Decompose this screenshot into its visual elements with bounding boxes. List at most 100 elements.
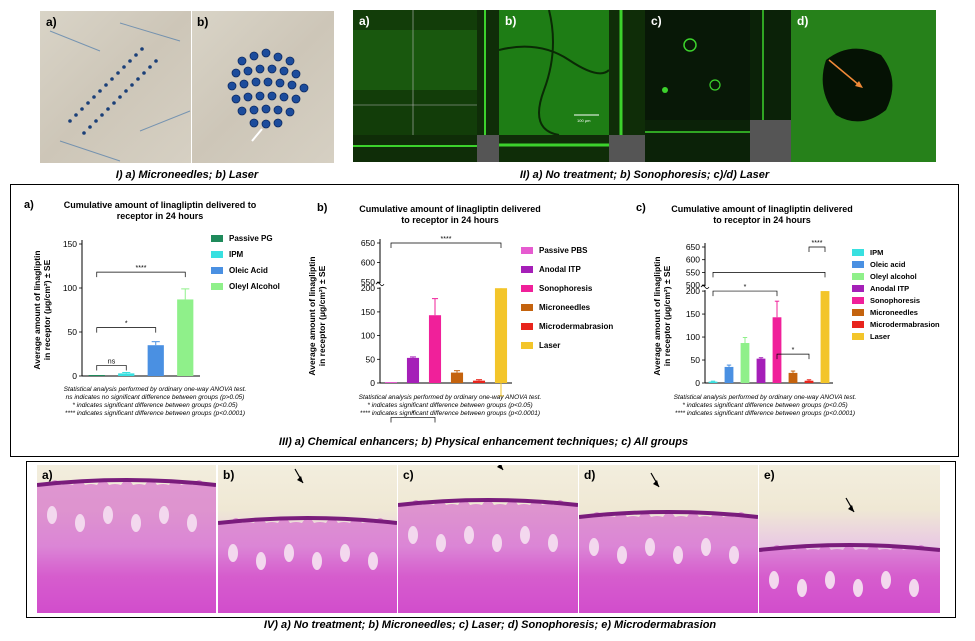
dermal-papilla bbox=[769, 571, 779, 589]
stat-line: Statistical analysis performed by ordina… bbox=[63, 386, 247, 393]
stat-line: **** indicates significant difference be… bbox=[359, 410, 541, 417]
laser-pore-graphic bbox=[227, 48, 309, 142]
legend-swatch bbox=[852, 272, 864, 280]
legend-item: Sonophoresis bbox=[852, 294, 940, 306]
legend-label: Microdermabrasion bbox=[870, 319, 940, 329]
stat-line: * indicates significant difference betwe… bbox=[367, 402, 533, 409]
legend-label: Laser bbox=[539, 340, 561, 350]
bar-anodal-itp bbox=[406, 357, 420, 383]
dermal-papilla bbox=[701, 538, 711, 556]
bar-anodal-itp bbox=[756, 358, 766, 383]
panel-IV-label-1: a) bbox=[42, 468, 53, 482]
histology-graphic bbox=[759, 497, 940, 613]
significance-bracket bbox=[96, 327, 157, 333]
legend-item: Oleyl Alcohol bbox=[211, 280, 280, 292]
epidermis-layer bbox=[398, 498, 578, 507]
axis-break-mark bbox=[375, 282, 385, 287]
chart-a-legend: Passive PG IPM Oleic Acid Oleyl Alcohol bbox=[211, 232, 280, 296]
epidermis-layer bbox=[218, 516, 397, 525]
dermal-papilla bbox=[645, 538, 655, 556]
bar-passive-pbs bbox=[384, 382, 398, 383]
y-tick-label: 600 bbox=[686, 255, 700, 265]
panel-IV-label-4: d) bbox=[584, 468, 596, 482]
epidermis-layer bbox=[759, 543, 940, 552]
legend-swatch bbox=[521, 265, 533, 273]
tissue-layer bbox=[579, 512, 758, 613]
y-tick-label: 550 bbox=[361, 277, 375, 287]
panel-IV-label-3: c) bbox=[403, 468, 414, 482]
tissue-layer bbox=[759, 545, 940, 613]
dermal-papilla bbox=[436, 534, 446, 552]
y-tick-label: 50 bbox=[691, 355, 701, 365]
chart-c-stat-note: Statistical analysis performed by ordina… bbox=[645, 394, 885, 418]
dermal-papilla bbox=[159, 506, 169, 524]
dermal-papilla bbox=[729, 546, 739, 564]
legend-label: IPM bbox=[870, 247, 884, 257]
dermal-papilla bbox=[825, 571, 835, 589]
dermal-papilla bbox=[256, 552, 266, 570]
dermal-papilla bbox=[881, 571, 891, 589]
dermal-papilla bbox=[520, 526, 530, 544]
confocal-sonophoresis: 100 μm bbox=[499, 10, 645, 162]
legend-item: Microdermabrasion bbox=[852, 318, 940, 330]
legend-label: Laser bbox=[870, 331, 891, 341]
histology-image-4 bbox=[579, 465, 758, 613]
y-tick-label: 650 bbox=[361, 238, 375, 248]
legend-item: Microneedles bbox=[852, 306, 940, 318]
bar-oleic-acid bbox=[724, 366, 734, 383]
dermal-papilla bbox=[673, 546, 683, 564]
legend-label: Passive PG bbox=[229, 233, 273, 243]
dermal-papilla bbox=[187, 514, 197, 532]
y-tick-label: 500 bbox=[686, 280, 700, 290]
chart-a-title: Cumulative amount of linagliptin deliver… bbox=[63, 200, 257, 221]
bar-passive-pg bbox=[88, 375, 105, 376]
bar-microneedles bbox=[788, 372, 798, 383]
legend-swatch bbox=[852, 320, 864, 328]
panel-II-label-b: b) bbox=[505, 14, 517, 28]
panel-I-caption: I) a) Microneedles; b) Laser bbox=[115, 169, 259, 181]
y-tick-label: 200 bbox=[686, 286, 700, 296]
panel-II-label-a: a) bbox=[359, 14, 370, 28]
tissue-layer bbox=[37, 480, 216, 613]
histology-graphic bbox=[218, 468, 397, 613]
dermal-papilla bbox=[492, 534, 502, 552]
confocal-no-treatment bbox=[353, 10, 499, 162]
histology-image-1 bbox=[37, 465, 216, 613]
stat-line: **** indicates significant difference be… bbox=[64, 410, 246, 417]
dermal-papilla bbox=[228, 544, 238, 562]
legend-swatch bbox=[521, 246, 533, 254]
significance-bracket bbox=[712, 290, 778, 297]
significance-bracket bbox=[390, 242, 502, 248]
legend-swatch bbox=[211, 266, 223, 274]
chart-c-legend: IPM Oleic acid Oleyl alcohol Anodal ITP Sono… bbox=[852, 246, 940, 342]
y-tick-label: 0 bbox=[695, 378, 700, 388]
stat-line: ns indicates no significant difference b… bbox=[65, 394, 245, 401]
legend-label: Sonophoresis bbox=[539, 283, 593, 293]
legend-swatch bbox=[852, 248, 864, 256]
stat-line: **** indicates significant difference be… bbox=[674, 410, 856, 417]
y-tick-label: 150 bbox=[686, 309, 700, 319]
y-tick-label: 0 bbox=[72, 371, 77, 381]
legend-item: Laser bbox=[852, 330, 940, 342]
significance-bracket bbox=[808, 246, 826, 252]
legend-item: IPM bbox=[852, 246, 940, 258]
significance-bracket bbox=[96, 271, 186, 278]
dermal-papilla bbox=[617, 546, 627, 564]
chart-b-label: b) bbox=[317, 202, 328, 214]
legend-label: Sonophoresis bbox=[870, 295, 921, 305]
legend-item: Oleic acid bbox=[852, 258, 940, 270]
legend-label: Anodal ITP bbox=[870, 283, 910, 293]
legend-label: IPM bbox=[229, 249, 244, 259]
y-tick-label: 200 bbox=[361, 283, 375, 293]
significance-bracket bbox=[712, 272, 826, 278]
panel-IV-caption: IV) a) No treatment; b) Microneedles; c)… bbox=[263, 619, 717, 631]
significance-bracket bbox=[390, 417, 436, 423]
dermal-papilla bbox=[103, 506, 113, 524]
bar-oleyl-alcohol bbox=[740, 343, 750, 383]
legend-item: Passive PBS bbox=[521, 244, 613, 256]
bar-ipm bbox=[708, 381, 718, 383]
legend-swatch bbox=[852, 308, 864, 316]
dermal-papilla bbox=[312, 552, 322, 570]
axis-break-mask bbox=[377, 283, 383, 288]
